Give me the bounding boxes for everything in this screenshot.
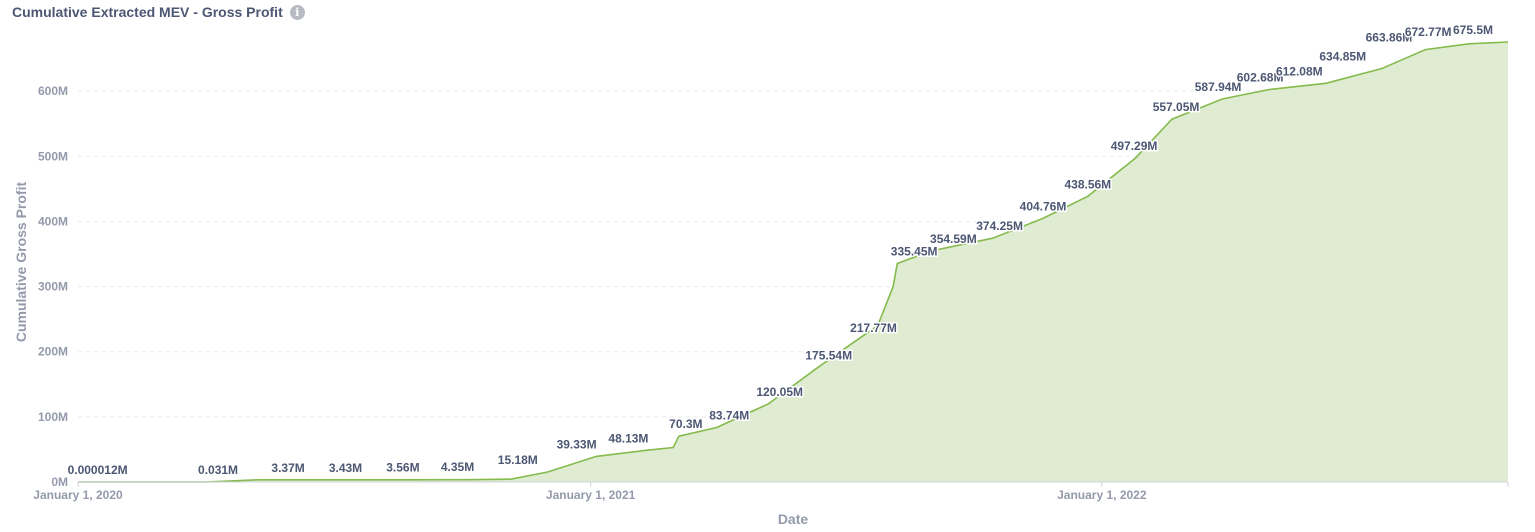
data-label: 663.86M bbox=[1366, 31, 1413, 45]
data-label: 4.35M bbox=[441, 460, 474, 474]
data-label: 587.94M bbox=[1195, 80, 1242, 94]
data-label: 3.43M bbox=[329, 461, 362, 475]
chart-title: Cumulative Extracted MEV - Gross Profit bbox=[12, 4, 283, 20]
data-label: 672.77M bbox=[1405, 25, 1452, 39]
x-axis-ticks: January 1, 2020 January 1, 2021 January 1,… bbox=[33, 482, 1509, 502]
series-line bbox=[78, 41, 1509, 483]
data-label: 612.08M bbox=[1276, 64, 1323, 78]
chart-title-row: Cumulative Extracted MEV - Gross Profit … bbox=[12, 2, 305, 22]
data-labels: 0.000012M 0.031M 3.37M 3.43M 3.56M 4.35M 15.18… bbox=[66, 22, 1494, 479]
area-fill bbox=[78, 42, 1508, 482]
data-label: 15.18M bbox=[498, 453, 538, 467]
y-axis-title: Cumulative Gross Profit bbox=[13, 182, 29, 343]
y-tick-label: 500M bbox=[38, 149, 68, 163]
data-label: 175.54M bbox=[805, 349, 852, 363]
y-tick-label: 200M bbox=[38, 345, 68, 359]
y-tick-label: 600M bbox=[38, 84, 68, 98]
x-tick-label: January 1, 2022 bbox=[1057, 488, 1147, 502]
data-label: 217.77M bbox=[850, 321, 897, 335]
data-label: 438.56M bbox=[1064, 177, 1111, 191]
data-label: 83.74M bbox=[709, 408, 749, 422]
data-label: 634.85M bbox=[1319, 49, 1366, 63]
data-label: 3.37M bbox=[271, 461, 304, 475]
data-label: 335.45M bbox=[891, 244, 938, 258]
data-label: 120.05M bbox=[756, 385, 803, 399]
data-label: 70.3M bbox=[669, 417, 702, 431]
data-label: 557.05M bbox=[1153, 100, 1200, 114]
data-label: 3.56M bbox=[386, 461, 419, 475]
x-tick-label: January 1, 2020 bbox=[33, 488, 123, 502]
data-label: 39.33M bbox=[557, 437, 597, 451]
x-axis-title: Date bbox=[778, 511, 809, 527]
y-tick-label: 400M bbox=[38, 214, 68, 228]
y-tick-label: 100M bbox=[38, 410, 68, 424]
y-tick-label: 0M bbox=[51, 475, 68, 489]
data-label: 497.29M bbox=[1111, 139, 1158, 153]
y-axis-ticks: 0M 100M 200M 300M 400M 500M 600M bbox=[38, 84, 68, 489]
y-tick-label: 300M bbox=[38, 280, 68, 294]
data-label: 675.5M bbox=[1453, 23, 1493, 37]
data-label: 0.031M bbox=[198, 463, 238, 477]
data-label: 602.68M bbox=[1237, 70, 1284, 84]
data-label: 354.59M bbox=[930, 232, 977, 246]
info-icon[interactable]: i bbox=[289, 4, 305, 20]
data-label: 0.000012M bbox=[68, 463, 128, 477]
x-tick-label: January 1, 2021 bbox=[546, 488, 636, 502]
data-label: 48.13M bbox=[608, 432, 648, 446]
data-label: 374.25M bbox=[976, 219, 1023, 233]
data-label: 404.76M bbox=[1020, 199, 1067, 213]
